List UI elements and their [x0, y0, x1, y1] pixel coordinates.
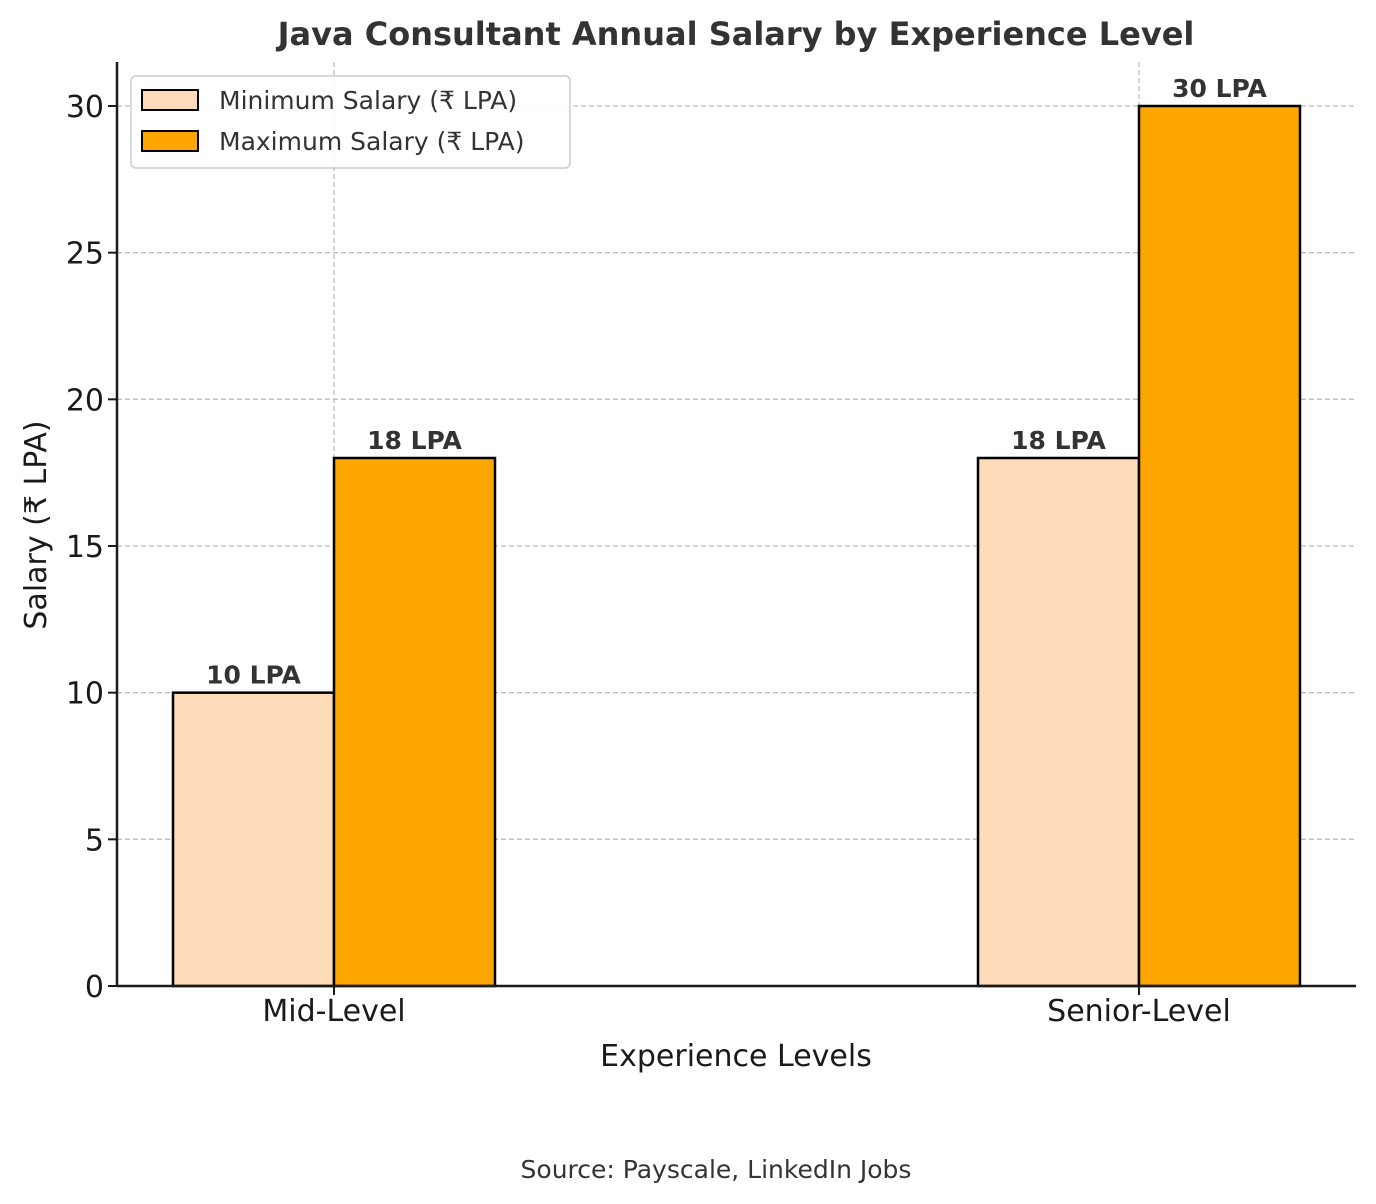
min-salary-bar: [171, 691, 336, 988]
bar-value-labels: 10 LPA 18 LPA 18 LPA 30 LPA: [206, 74, 1267, 690]
bars: [171, 104, 1302, 988]
y-tick-label: 30: [66, 90, 104, 125]
y-tick-label: 20: [66, 383, 104, 418]
x-tick-label: Mid-Level: [262, 994, 405, 1029]
source-note: Source: Payscale, LinkedIn Jobs: [521, 1155, 912, 1184]
y-tick-label: 5: [85, 823, 104, 858]
legend-swatch: [141, 89, 199, 111]
max-salary-bar: [332, 456, 497, 988]
legend-box: [130, 75, 571, 169]
x-axis-label: Experience Levels: [600, 1039, 872, 1074]
tick-labels: 0 5 10 15 20 25 30 Mid-Level Senior-Level: [66, 90, 1231, 1029]
x-tick-label: Senior-Level: [1047, 994, 1231, 1029]
legend-entry-label: Maximum Salary (₹ LPA): [219, 127, 524, 156]
y-tick-label: 25: [66, 237, 104, 272]
chart-title: Java Consultant Annual Salary by Experie…: [276, 15, 1195, 53]
y-tick-label: 10: [66, 677, 104, 712]
legend-swatch: [141, 130, 199, 152]
bar-value-label: 10 LPA: [206, 661, 301, 690]
bar-value-label: 30 LPA: [1172, 74, 1267, 103]
legend-entry-label: Minimum Salary (₹ LPA): [219, 86, 517, 115]
min-salary-bar: [976, 456, 1141, 988]
legend: Minimum Salary (₹ LPA) Maximum Salary (₹ …: [130, 75, 571, 169]
y-tick-label: 0: [85, 970, 104, 1005]
bar-value-label: 18 LPA: [1011, 426, 1106, 455]
max-salary-bar: [1137, 104, 1302, 988]
axes: [108, 62, 1356, 995]
y-axis-label: Salary (₹ LPA): [19, 420, 54, 629]
y-tick-label: 15: [66, 530, 104, 565]
bar-value-label: 18 LPA: [367, 426, 462, 455]
